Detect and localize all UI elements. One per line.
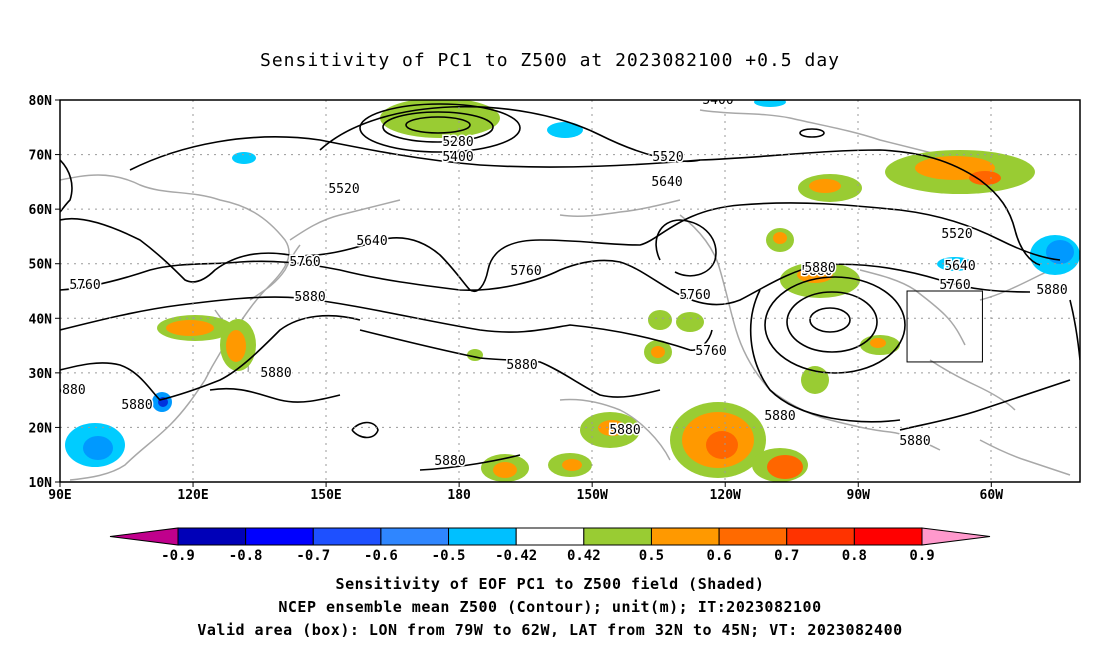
- colorbar-label: 0.6: [706, 548, 731, 564]
- contour-label: 5880: [1036, 283, 1067, 298]
- lat-label: 80N: [29, 94, 53, 109]
- colorbar-low-arrow: [109, 527, 179, 546]
- colorbar-swatch: [448, 527, 517, 546]
- contour-label: 5880: [121, 398, 152, 413]
- colorbar-swatch: [718, 527, 788, 546]
- lon-axis-labels: 90E 120E 150E 180 150W 120W 90W 60W: [48, 488, 1003, 503]
- lat-label: 10N: [29, 476, 53, 491]
- colorbar-label: -0.7: [296, 548, 330, 564]
- lon-label: 60W: [980, 488, 1004, 503]
- colorbar-swatch: [245, 527, 314, 546]
- contour-label: 5640: [944, 259, 975, 274]
- contour-label: 5640: [651, 175, 682, 190]
- lon-label: 120W: [710, 488, 741, 503]
- z500-contours: [60, 103, 1080, 471]
- contour-label: 5760: [679, 288, 710, 303]
- contour-label: 5760: [289, 255, 320, 270]
- colorbar-swatch: [650, 527, 720, 546]
- lat-label: 20N: [29, 421, 53, 436]
- contour-label: 5520: [652, 150, 683, 165]
- contour-low-center: [405, 116, 471, 134]
- sensitivity-shading: [65, 100, 1080, 482]
- contour-label: 5760: [69, 278, 100, 293]
- contour-label: 5880: [506, 358, 537, 373]
- contour-label: 5280: [442, 135, 473, 150]
- chart-title: Sensitivity of PC1 to Z500 at 2023082100…: [259, 50, 840, 71]
- colorbar-swatch: [583, 527, 652, 546]
- colorbar-label: 0.7: [774, 548, 799, 564]
- colorbar: -0.9 -0.8 -0.7 -0.6 -0.5 -0.42 0.42 0.5 0.6 0.7 0.…: [109, 527, 991, 564]
- lon-label: 90W: [847, 488, 871, 503]
- lat-label: 40N: [29, 312, 53, 327]
- coastlines: [60, 109, 1080, 481]
- footer-line-shaded: Sensitivity of EOF PC1 to Z500 field (Sh…: [335, 575, 765, 593]
- lat-axis-labels: 80N 70N 60N 50N 40N 30N 20N 10N: [29, 94, 53, 491]
- lon-label: 90E: [48, 488, 71, 503]
- footer-line-contour: NCEP ensemble mean Z500 (Contour); unit(…: [278, 598, 822, 616]
- colorbar-swatch: [312, 527, 382, 546]
- colorbar-swatch: [515, 527, 585, 546]
- colorbar-label: 0.42: [567, 548, 601, 564]
- colorbar-label: 0.9: [909, 548, 934, 564]
- colorbar-label: 0.8: [842, 548, 867, 564]
- contour-label: 5520: [941, 227, 972, 242]
- colorbar-label: -0.5: [432, 548, 466, 564]
- colorbar-swatch: [853, 527, 923, 546]
- contour-label: 5760: [695, 344, 726, 359]
- map-frame: [59, 99, 1081, 483]
- contour-label: 5880: [899, 434, 930, 449]
- contour-label: 5400: [442, 150, 473, 165]
- lon-label: 150W: [577, 488, 608, 503]
- lat-ticks: [55, 99, 60, 483]
- lon-label: 150E: [310, 488, 341, 503]
- footer-line-valid-area: Valid area (box): LON from 79W to 62W, L…: [197, 621, 903, 639]
- lat-label: 30N: [29, 367, 53, 382]
- contour-label: 5400: [702, 93, 733, 108]
- contour-label: 5880: [294, 290, 325, 305]
- colorbar-swatch: [177, 527, 247, 546]
- colorbar-label: -0.6: [364, 548, 398, 564]
- contour-label: 5640: [356, 234, 387, 249]
- lon-label: 120E: [177, 488, 208, 503]
- contour-label: 5880: [434, 454, 465, 469]
- colorbar-label: -0.42: [495, 548, 537, 564]
- colorbar-swatch: [380, 527, 450, 546]
- colorbar-high-arrow: [921, 527, 991, 546]
- contour-label: 5520: [328, 182, 359, 197]
- colorbar-swatch: [786, 527, 855, 546]
- colorbar-label: -0.8: [229, 548, 263, 564]
- lon-label: 180: [447, 488, 471, 503]
- contour-label: 5880: [764, 409, 795, 424]
- colorbar-label: 0.5: [639, 548, 664, 564]
- colorbar-label: -0.9: [161, 548, 195, 564]
- contour-label: 5880: [260, 366, 291, 381]
- contour-label: 5760: [510, 264, 541, 279]
- graticule: [60, 100, 1080, 482]
- contour-label: 5760: [939, 278, 970, 293]
- lon-ticks: [59, 482, 992, 487]
- contour-label: 5880: [54, 383, 85, 398]
- contour-label: 5880: [801, 264, 832, 279]
- contour-label: 5880: [804, 261, 835, 276]
- lat-label: 70N: [29, 149, 53, 164]
- lat-label: 60N: [29, 203, 53, 218]
- valid-area-box: [906, 290, 983, 363]
- contour-label: 5880: [609, 423, 640, 438]
- lat-label: 50N: [29, 258, 53, 273]
